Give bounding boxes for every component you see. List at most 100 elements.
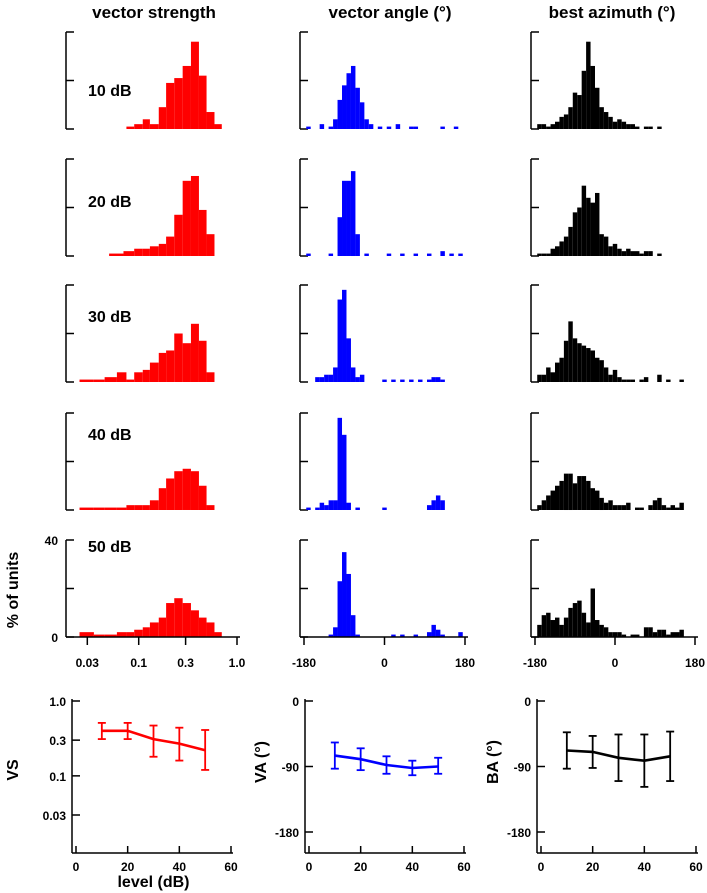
hist-bar xyxy=(104,507,117,510)
hist-bar xyxy=(342,289,347,382)
line-y-tick-label: 0.03 xyxy=(43,809,67,823)
line-y-tick-label: -180 xyxy=(507,826,531,840)
hist-bar xyxy=(206,372,215,382)
line-panel-1: 0 -90 -180 0 20 40 60 VA (°) xyxy=(253,695,471,874)
hist-bar xyxy=(458,253,463,256)
level-label-10db: 10 dB xyxy=(88,83,132,100)
hist-bar xyxy=(198,485,207,510)
hist-bar xyxy=(364,119,369,129)
hist-bar xyxy=(324,505,329,510)
hist-bar xyxy=(621,379,627,382)
hist-bar xyxy=(657,374,662,382)
hist-bar xyxy=(355,234,360,256)
hist-bar xyxy=(440,634,445,637)
hist-bar xyxy=(109,253,124,256)
hist-bar xyxy=(603,236,609,256)
hist-bar xyxy=(359,102,365,129)
hist-bar xyxy=(586,41,591,130)
hist-bar xyxy=(555,617,560,637)
hist-bar xyxy=(635,507,640,510)
hist-bar xyxy=(431,377,436,382)
hist-bar xyxy=(431,500,436,510)
line-x-tick-label: 20 xyxy=(121,860,135,874)
hist-bar xyxy=(595,87,600,129)
hist-2-3 xyxy=(530,412,684,511)
hist-bar xyxy=(142,119,150,129)
hist-bar xyxy=(546,253,551,256)
hist-bar xyxy=(333,367,338,382)
hist-bar xyxy=(537,374,542,382)
series-line xyxy=(101,729,206,752)
hist-bar xyxy=(537,624,542,638)
hist-bar xyxy=(555,121,560,129)
hist-bar xyxy=(355,377,360,382)
hist-bar xyxy=(142,627,150,637)
hist-bar xyxy=(657,629,662,637)
hist-bar xyxy=(639,507,644,510)
hist-bar xyxy=(639,253,644,256)
hist-bar xyxy=(93,634,105,637)
hist-bar xyxy=(198,75,207,129)
hist-bar xyxy=(546,495,551,510)
hist-bar xyxy=(386,126,392,129)
hist-bar xyxy=(149,500,159,510)
line-x-tick-label: 40 xyxy=(406,860,420,874)
hist-bar xyxy=(563,617,569,637)
hist-bar xyxy=(621,505,627,510)
hist-bar xyxy=(458,632,463,637)
hist-bar xyxy=(603,367,609,382)
hist-bar xyxy=(328,374,334,382)
hist-bar xyxy=(142,505,150,510)
hist-bar xyxy=(346,73,351,129)
hist-bar xyxy=(652,632,658,637)
hist-bar xyxy=(158,488,167,510)
hist-bar xyxy=(661,629,667,637)
hist-bar xyxy=(350,171,356,257)
series-line xyxy=(566,749,671,763)
hist-bar xyxy=(555,246,560,256)
hist-bar xyxy=(134,372,143,382)
hist-bar xyxy=(581,345,587,383)
hist-bar xyxy=(418,379,423,382)
hist-bar xyxy=(643,251,649,256)
hist-x-tick-label: 0.1 xyxy=(130,656,147,670)
hist-bar xyxy=(435,629,441,637)
hist-bar xyxy=(386,253,392,256)
hist-bar xyxy=(546,126,551,129)
hist-2-0 xyxy=(530,31,662,130)
hist-bar xyxy=(435,495,441,510)
hist-bar xyxy=(550,620,555,637)
hist-bar xyxy=(546,367,551,382)
hist-bar xyxy=(328,634,334,637)
hist-bar xyxy=(581,476,587,510)
hist-bar xyxy=(435,377,441,382)
hist-bar xyxy=(190,471,199,510)
hist-bar xyxy=(666,507,671,510)
hist-bar xyxy=(426,253,432,256)
hist-bar xyxy=(104,634,117,637)
line-y-tick-label: 0 xyxy=(524,695,531,709)
hist-bar xyxy=(337,417,343,510)
hist-bar xyxy=(586,348,591,382)
hist-bar xyxy=(595,490,600,510)
line-panel-2: 0 -90 -180 0 20 40 60 BA (°) xyxy=(485,695,703,874)
level-label-50db: 50 dB xyxy=(88,539,132,556)
hist-x-tick-label: -180 xyxy=(523,656,547,670)
hist-bar xyxy=(182,343,191,382)
line-y-axis-label: BA (°) xyxy=(485,740,502,784)
hist-bar xyxy=(342,180,347,256)
title-vector-angle: vector angle (°) xyxy=(329,3,452,22)
hist-bar xyxy=(657,253,662,256)
hist-bar xyxy=(337,299,343,382)
hist-bar xyxy=(166,603,175,637)
hist-bar xyxy=(395,124,401,129)
hist-bar xyxy=(603,502,609,510)
hist-bar xyxy=(608,246,613,256)
hist-bar xyxy=(174,598,183,637)
hist-bar xyxy=(149,124,159,129)
hist-bar xyxy=(413,253,419,256)
hist-bar xyxy=(400,253,405,256)
hist-bar xyxy=(670,632,675,637)
hist-bar xyxy=(541,253,547,256)
hist-bar xyxy=(572,338,578,382)
